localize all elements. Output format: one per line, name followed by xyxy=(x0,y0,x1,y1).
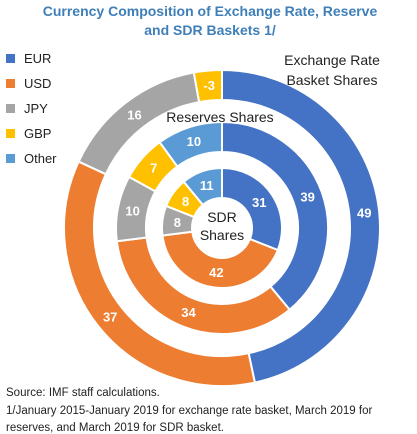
donut-slice xyxy=(221,166,283,252)
legend-label: Other xyxy=(24,151,57,166)
legend-item: Other xyxy=(6,146,57,171)
chart-title: Currency Composition of Exchange Rate, R… xyxy=(42,3,378,38)
data-label: 11 xyxy=(200,178,214,193)
data-label: 49 xyxy=(357,206,371,221)
ring-title: SDR Shares xyxy=(199,209,245,243)
data-label: 7 xyxy=(150,160,157,175)
data-label: 8 xyxy=(174,215,181,230)
legend-item: GBP xyxy=(6,121,57,146)
donut-slice xyxy=(158,120,223,168)
donut-slice xyxy=(161,230,280,289)
data-label: 8 xyxy=(182,194,189,209)
source-note: Source: IMF staff calculations. xyxy=(6,387,160,399)
donut-slice xyxy=(182,166,223,207)
legend-swatch xyxy=(6,129,15,138)
legend-item: JPY xyxy=(6,96,57,121)
legend-label: GBP xyxy=(24,126,52,141)
data-label: 10 xyxy=(187,134,201,149)
ring-title: Reserves Shares xyxy=(166,109,274,125)
data-label: 39 xyxy=(300,190,314,205)
footnote: 1/January 2015-January 2019 for exchange… xyxy=(6,405,373,434)
ring-title: Exchange Rate Basket Shares xyxy=(284,52,380,88)
data-label: 42 xyxy=(209,265,223,280)
data-label: 10 xyxy=(125,203,139,218)
legend-swatch xyxy=(6,104,15,113)
legend-swatch xyxy=(6,79,15,88)
data-label: 37 xyxy=(103,310,117,325)
legend-label: EUR xyxy=(24,51,52,66)
donut-slice xyxy=(221,120,329,312)
data-label: 31 xyxy=(252,195,266,210)
legend: EUR USD JPY GBP Other xyxy=(6,46,57,171)
data-label: 16 xyxy=(127,107,141,122)
data-label: 34 xyxy=(181,305,196,320)
legend-label: JPY xyxy=(24,101,48,116)
legend-swatch xyxy=(6,154,15,163)
data-label: -3 xyxy=(203,78,215,93)
donut-slice xyxy=(221,68,381,384)
legend-item: USD xyxy=(6,71,57,96)
legend-swatch xyxy=(6,54,15,63)
legend-label: USD xyxy=(24,76,52,91)
legend-item: EUR xyxy=(6,46,57,71)
donut-slice xyxy=(192,68,223,104)
